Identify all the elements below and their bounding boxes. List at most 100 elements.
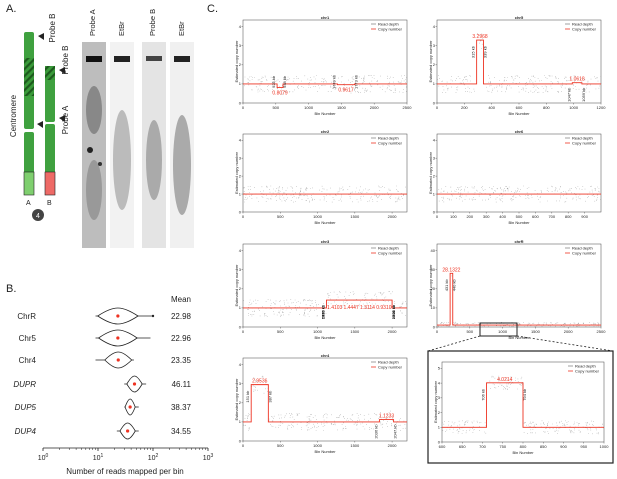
centromere-label: Centromere bbox=[9, 94, 18, 137]
plot-area bbox=[242, 357, 408, 442]
x-tick-label: 103 bbox=[203, 453, 214, 462]
panel-label-a: A. bbox=[6, 3, 16, 15]
cn-plot-chr6: chr6 Estimated copy number Bin Number Read … bbox=[428, 129, 602, 225]
y-tick-label: 10 bbox=[431, 305, 436, 310]
gel-smear bbox=[86, 160, 102, 220]
x-tick-label: 400 bbox=[499, 214, 506, 219]
gel-spot bbox=[98, 162, 102, 166]
x-tick-label: 1000 bbox=[569, 105, 579, 110]
y-tick-label: 5 bbox=[438, 366, 441, 371]
breakpoint-label: 387 kb bbox=[267, 390, 272, 403]
x-tick-label: 2500 bbox=[597, 329, 607, 334]
legend-copy-number: Copy number bbox=[378, 26, 403, 31]
gel-smear bbox=[146, 120, 162, 200]
x-tick-label: 600 bbox=[439, 444, 446, 449]
legend-copy-number: Copy number bbox=[572, 26, 597, 31]
y-tick-label: 3 bbox=[239, 43, 242, 48]
copy-number-line bbox=[243, 83, 407, 89]
x-tick-label: 1000 bbox=[304, 105, 314, 110]
y-tick-label: 4 bbox=[239, 362, 242, 367]
breakpoint-label: 1059 kb bbox=[581, 87, 586, 102]
x-tick-label: 1000 bbox=[498, 329, 508, 334]
y-tick-label: 1 bbox=[433, 81, 436, 86]
category-label: DUP5 bbox=[15, 403, 37, 412]
copy-number-plots: chr1 Estimated copy number Bin Number Read … bbox=[234, 15, 609, 455]
plot-title: chr5 bbox=[515, 15, 524, 20]
x-tick-label: 0 bbox=[436, 105, 439, 110]
x-tick-label: 700 bbox=[548, 214, 555, 219]
copy-number-value: 28.1322 bbox=[442, 267, 460, 273]
copy-number-value: 1.3114 bbox=[360, 305, 375, 311]
chromosome-diagram: Centromere Probe B Probe B Probe A A B 4 bbox=[9, 14, 70, 221]
x-tick-label: 800 bbox=[520, 444, 527, 449]
x-tick-label: 850 bbox=[540, 444, 547, 449]
y-tick-label: 3 bbox=[239, 381, 242, 386]
x-axis-label: Bin Number bbox=[314, 111, 336, 116]
x-axis-label: Number of reads mapped per bin bbox=[66, 467, 183, 476]
mean-header: Mean bbox=[171, 295, 191, 304]
plot-area bbox=[436, 243, 602, 328]
plot-title: chr6 bbox=[515, 129, 524, 134]
y-axis-label: Estimated copy number bbox=[234, 378, 239, 421]
y-tick-label: 3 bbox=[239, 267, 242, 272]
y-tick-label: 30 bbox=[431, 267, 436, 272]
copy-number-value: 1.1233 bbox=[379, 414, 395, 420]
legend-read-depth: Read depth bbox=[378, 359, 399, 364]
x-tick-label: 500 bbox=[466, 329, 473, 334]
x-tick-label: 800 bbox=[543, 105, 550, 110]
chromosome-a-tip bbox=[23, 171, 35, 196]
y-tick-label: 4 bbox=[433, 24, 436, 29]
x-tick-label: 300 bbox=[483, 214, 490, 219]
gel-band bbox=[86, 56, 102, 62]
breakpoint-label: 948 kb bbox=[282, 75, 287, 88]
mean-value: 23.35 bbox=[171, 356, 192, 365]
plot-title: chr1 bbox=[321, 15, 330, 20]
breakpoint-label: 315 kb bbox=[471, 45, 476, 58]
x-tick-label: 102 bbox=[148, 453, 159, 462]
mean-marker bbox=[126, 429, 130, 433]
y-tick-label: 3 bbox=[438, 395, 441, 400]
x-tick-label: 750 bbox=[499, 444, 506, 449]
gel-smear bbox=[173, 115, 191, 215]
y-axis-label: Estimated copy number bbox=[234, 40, 239, 83]
x-axis-label: Bin Number bbox=[508, 335, 530, 340]
x-tick-label: 700 bbox=[479, 444, 486, 449]
gel-smear bbox=[86, 86, 102, 134]
x-tick-label: 400 bbox=[488, 105, 495, 110]
y-tick-label: 4 bbox=[239, 138, 242, 143]
breakpoint-label: 1773 kb bbox=[354, 74, 359, 89]
gel-lane-2-label: EtBr bbox=[117, 21, 126, 36]
mean-value: 22.98 bbox=[171, 312, 192, 321]
y-tick-label: 4 bbox=[433, 138, 436, 143]
breakpoint-label: 1710 kb bbox=[320, 304, 325, 319]
copy-number-value: 0.8079 bbox=[272, 91, 288, 97]
x-axis-label: Bin Number bbox=[508, 111, 530, 116]
breakpoint-label: 2201 kb bbox=[391, 304, 396, 319]
breakpoint-label: 151 kb bbox=[245, 390, 250, 403]
read-depth-points bbox=[244, 75, 408, 95]
y-tick-label: 0 bbox=[239, 324, 242, 329]
copy-number-line bbox=[243, 299, 407, 309]
copy-number-value: 1.0618 bbox=[569, 77, 585, 83]
legend-read-depth: Read depth bbox=[378, 245, 399, 250]
y-tick-label: 1 bbox=[433, 191, 436, 196]
y-tick-label: 40 bbox=[431, 248, 436, 253]
y-axis-label: Estimated copy number bbox=[428, 151, 433, 194]
x-tick-label: 900 bbox=[581, 214, 588, 219]
legend-read-depth: Read depth bbox=[575, 363, 596, 368]
copy-number-line bbox=[243, 384, 407, 423]
arrow-icon bbox=[59, 115, 65, 122]
x-tick-label: 1500 bbox=[350, 329, 360, 334]
y-axis-label: Estimated copy number bbox=[234, 264, 239, 307]
arrow-icon bbox=[59, 67, 65, 74]
x-axis-label: Bin Number bbox=[512, 450, 534, 455]
gel-band bbox=[174, 56, 190, 62]
copy-number-value: 3.2968 bbox=[472, 34, 488, 40]
category-label: DUPR bbox=[13, 380, 36, 389]
y-tick-label: 1 bbox=[239, 81, 242, 86]
x-axis-label: Bin Number bbox=[314, 220, 336, 225]
y-tick-label: 3 bbox=[433, 43, 436, 48]
